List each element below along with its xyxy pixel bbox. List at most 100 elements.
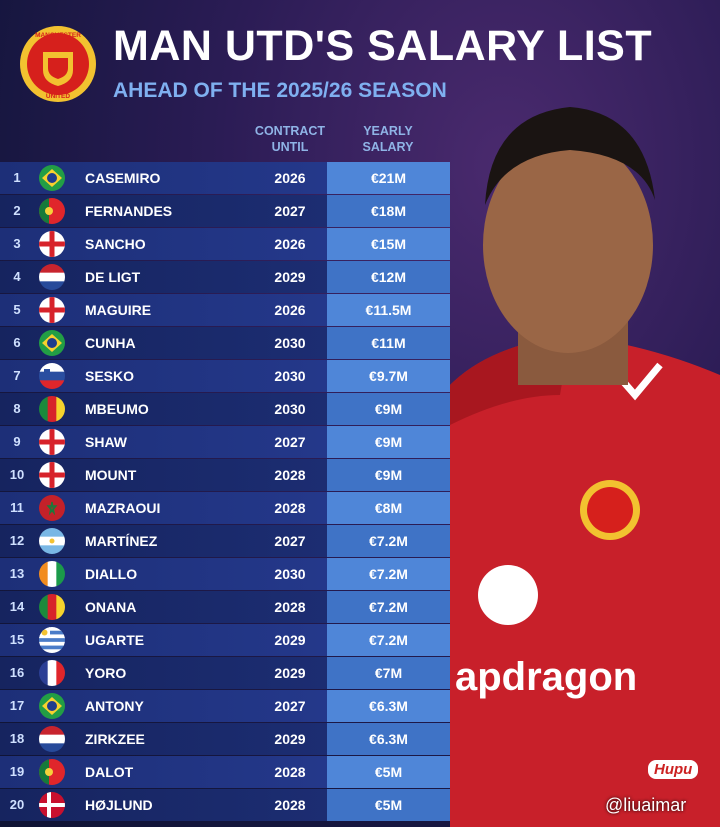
salary-table: 1 CASEMIRO 2026 €21M 2 FERNANDES 2027 €18M 3 SANC… (0, 162, 450, 822)
contract-year: 2030 (274, 335, 306, 351)
country-flag (39, 363, 65, 389)
flag-stripe (39, 743, 65, 752)
salary: €6.3M (327, 723, 450, 755)
table-row: 14 ONANA 2028 €7.2M (0, 591, 450, 624)
crest-text-top: MANCHESTER (35, 32, 81, 39)
flag-star (46, 501, 58, 516)
player-name: FERNANDES (85, 203, 173, 219)
flag-group (39, 528, 65, 554)
table-row: 6 CUNHA 2030 €11M (0, 327, 450, 360)
flag-group (39, 363, 65, 389)
contract-year: 2028 (274, 797, 306, 813)
header-line: YEARLY (363, 124, 413, 138)
rank: 5 (13, 302, 21, 317)
flag-stripe (47, 660, 57, 686)
face (483, 137, 653, 353)
rank: 8 (13, 401, 21, 416)
country-flag (39, 495, 65, 521)
flag-stripe (39, 641, 65, 647)
contract-year: 2027 (274, 434, 306, 450)
contract-year: 2029 (274, 731, 306, 747)
player-name: MBEUMO (85, 401, 149, 417)
contract-year: 2027 (274, 203, 306, 219)
rank: 19 (9, 764, 25, 779)
rank: 10 (9, 467, 25, 482)
flag-cross (39, 472, 65, 478)
country-flag (39, 198, 65, 224)
table-row: 2 FERNANDES 2027 €18M (0, 195, 450, 228)
player-name: SESKO (85, 368, 135, 384)
column-header-salary: YEARLY SALARY (328, 123, 448, 155)
player-name: UGARTE (85, 632, 145, 648)
country-flag (39, 627, 65, 653)
flag-stripe (39, 649, 65, 653)
sponsor-text: apdragon (455, 655, 637, 699)
player-name: SHAW (85, 434, 127, 450)
contract-year: 2030 (274, 401, 306, 417)
title: MAN UTD'S SALARY LIST (113, 22, 653, 70)
flag-group (39, 165, 65, 191)
flag-group (39, 396, 65, 422)
country-flag (39, 231, 65, 257)
country-flag (39, 561, 65, 587)
crest-devil (48, 58, 68, 79)
flag-group (39, 660, 65, 686)
flag-stripe (39, 638, 65, 643)
table-row: 18 ZIRKZEE 2029 €6.3M (0, 723, 450, 756)
contract-year: 2026 (274, 236, 306, 252)
flag-stripe (39, 528, 65, 538)
rank: 1 (13, 170, 21, 185)
table-row: 12 MARTÍNEZ 2027 €7.2M (0, 525, 450, 558)
table-row: 4 DE LIGT 2029 €12M (0, 261, 450, 294)
salary: €12M (327, 261, 450, 293)
table-row: 9 SHAW 2027 €9M (0, 426, 450, 459)
flag-emblem (45, 768, 53, 776)
player-name: CASEMIRO (85, 170, 161, 186)
salary: €8M (327, 492, 450, 524)
flag-stripe (47, 561, 57, 587)
watermark-handle: @liuaimar (605, 795, 687, 815)
flag-stripe (56, 660, 65, 686)
player-name: DALOT (85, 764, 134, 780)
rank: 6 (13, 335, 21, 350)
rank: 2 (13, 203, 21, 218)
rank: 7 (13, 368, 21, 383)
rank: 20 (9, 797, 25, 812)
rank: 13 (9, 566, 25, 581)
flag-stripe (39, 371, 65, 381)
flag-stripe (56, 594, 65, 620)
rank: 14 (9, 599, 25, 614)
contract-year: 2030 (274, 368, 306, 384)
salary: €15M (327, 228, 450, 260)
flag-stripe (39, 281, 65, 290)
flag-stripe (39, 272, 65, 282)
flag-globe (47, 701, 57, 711)
flag-stripe (39, 545, 65, 554)
country-flag (39, 792, 65, 818)
contract-year: 2028 (274, 599, 306, 615)
contract-year: 2029 (274, 269, 306, 285)
flag-group (39, 561, 65, 587)
salary: €9M (327, 426, 450, 458)
flag-stripe (47, 396, 57, 422)
salary: €7.2M (327, 591, 450, 623)
table-row: 13 DIALLO 2030 €7.2M (0, 558, 450, 591)
contract-year: 2028 (274, 467, 306, 483)
player-name: ONANA (85, 599, 137, 615)
country-flag (39, 396, 65, 422)
player-name: ZIRKZEE (85, 731, 145, 747)
rank: 4 (13, 269, 21, 284)
flag-globe (47, 173, 57, 183)
country-flag (39, 330, 65, 356)
flag-group (39, 462, 65, 488)
flag-cross (39, 307, 65, 313)
flag-stripe (39, 198, 49, 224)
contract-year: 2028 (274, 764, 306, 780)
country-flag (39, 297, 65, 323)
flag-group (39, 792, 65, 818)
table-row: 20 HØJLUND 2028 €5M (0, 789, 450, 822)
country-flag (39, 165, 65, 191)
salary: €9.7M (327, 360, 450, 392)
flag-stripe (39, 561, 49, 587)
table-row: 3 SANCHO 2026 €15M (0, 228, 450, 261)
